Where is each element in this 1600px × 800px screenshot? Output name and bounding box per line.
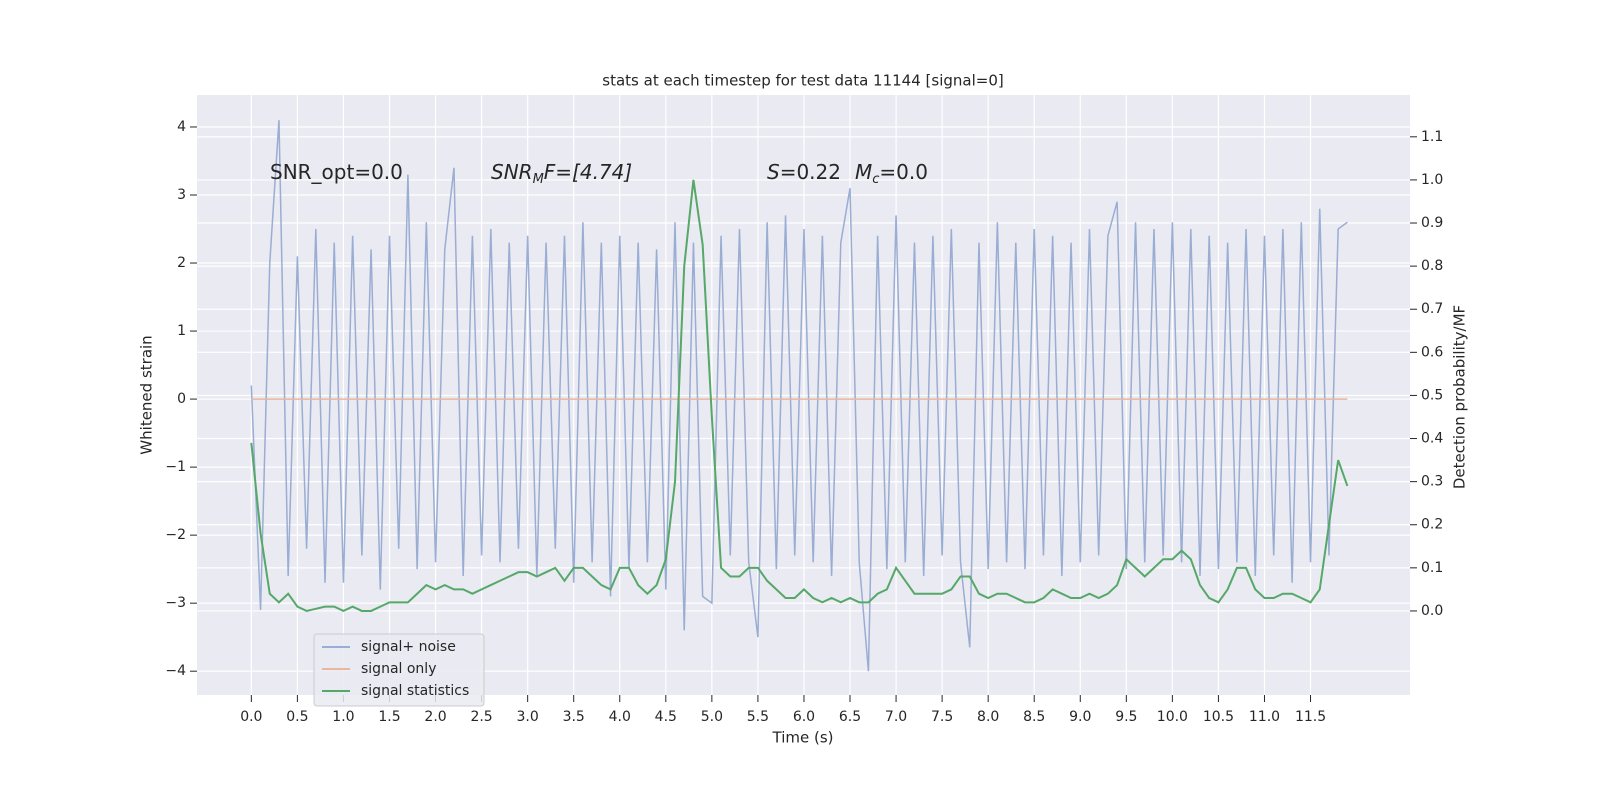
x-axis-label: Time (s) <box>772 729 834 747</box>
legend-label: signal statistics <box>361 683 469 699</box>
x-tick-label: 1.5 <box>378 709 400 725</box>
x-tick-label: 7.0 <box>885 709 907 725</box>
y2-tick-label: 0.6 <box>1421 344 1443 360</box>
x-tick-label: 8.0 <box>977 709 999 725</box>
y2-tick-label: 0.8 <box>1421 258 1443 274</box>
x-tick-label: 3.5 <box>563 709 585 725</box>
annotation-part: =0.0 <box>879 160 928 184</box>
x-tick-label: 3.0 <box>517 709 539 725</box>
x-tick-label: 8.5 <box>1023 709 1045 725</box>
annotation-part: c <box>872 172 879 187</box>
x-tick-label: 11.0 <box>1249 709 1280 725</box>
y-tick-label: −1 <box>165 459 186 475</box>
annotation-part: SNR <box>491 160 533 184</box>
chart-title: stats at each timestep for test data 111… <box>602 72 1003 90</box>
y2-tick-label: 0.1 <box>1421 560 1443 576</box>
y2-tick-label: 1.1 <box>1421 129 1443 145</box>
x-tick-label: 0.0 <box>240 709 262 725</box>
x-tick-label: 4.0 <box>609 709 631 725</box>
annotation-part: S <box>767 160 780 184</box>
x-tick-label: 10.5 <box>1203 709 1234 725</box>
legend-label: signal only <box>361 661 436 677</box>
annotation-part: M <box>533 172 544 187</box>
x-tick-label: 6.5 <box>839 709 861 725</box>
legend-box <box>313 633 485 707</box>
annotation-part: M <box>855 160 872 184</box>
y-tick-label: 4 <box>177 119 186 135</box>
series-line <box>250 120 1348 672</box>
marks <box>250 120 1349 672</box>
y2-tick-label: 0.5 <box>1421 387 1443 403</box>
annotation: SNR_opt=0.0 <box>270 160 403 184</box>
legend-label: signal+ noise <box>361 639 456 655</box>
x-tick-label: 5.0 <box>701 709 723 725</box>
y2-tick-label: 0.3 <box>1421 474 1443 490</box>
y2-tick-label: 0.4 <box>1421 431 1443 447</box>
y2-tick-label: 0.2 <box>1421 517 1443 533</box>
x-tick-label: 9.5 <box>1115 709 1137 725</box>
y-tick-label: −4 <box>165 663 186 679</box>
x-tick-label: 0.5 <box>286 709 308 725</box>
y-axis-label: Whitened strain <box>138 335 156 454</box>
y2-tick-label: 0.7 <box>1421 301 1443 317</box>
annotation: SNRMF=[4.74] <box>491 160 632 187</box>
series-line <box>250 179 1349 613</box>
annotation: S=0.22 Mc=0.0 <box>767 160 928 187</box>
annotation-part: F=[4.74] <box>544 160 632 184</box>
legend: signal+ noise signal only signal statistic… <box>313 633 485 707</box>
y-tick-label: 0 <box>177 391 186 407</box>
x-tick-label: 7.5 <box>931 709 953 725</box>
x-tick-label: 2.5 <box>470 709 492 725</box>
x-tick-label: 2.0 <box>424 709 446 725</box>
x-tick-label: 9.0 <box>1069 709 1091 725</box>
y2-axis-label: Detection probability/MF <box>1451 305 1469 489</box>
axes: 0.0 0.5 1.0 1.5 2.0 2.5 3.0 3.5 4.0 4.5 5.0 5.5 6.0 6… <box>165 119 1443 725</box>
x-tick-label: 6.0 <box>793 709 815 725</box>
y-tick-label: −3 <box>165 595 186 611</box>
y-tick-label: −2 <box>165 527 186 543</box>
y-tick-label: 1 <box>177 323 186 339</box>
y2-tick-label: 0.9 <box>1421 215 1443 231</box>
x-tick-label: 10.0 <box>1157 709 1188 725</box>
annotations: SNR_opt=0.0 SNRMF=[4.74] S=0.22 Mc=0.0 <box>270 160 928 187</box>
y2-tick-label: 1.0 <box>1421 172 1443 188</box>
annotation-part: SNR_opt=0.0 <box>270 160 403 184</box>
x-tick-label: 5.5 <box>747 709 769 725</box>
x-tick-label: 4.5 <box>655 709 677 725</box>
y-tick-label: 3 <box>177 187 186 203</box>
x-tick-label: 11.5 <box>1295 709 1326 725</box>
x-tick-label: 1.0 <box>332 709 354 725</box>
y-tick-label: 2 <box>177 255 186 271</box>
y2-tick-label: 0.0 <box>1421 603 1443 619</box>
annotation-part: =0.22 <box>780 160 841 184</box>
